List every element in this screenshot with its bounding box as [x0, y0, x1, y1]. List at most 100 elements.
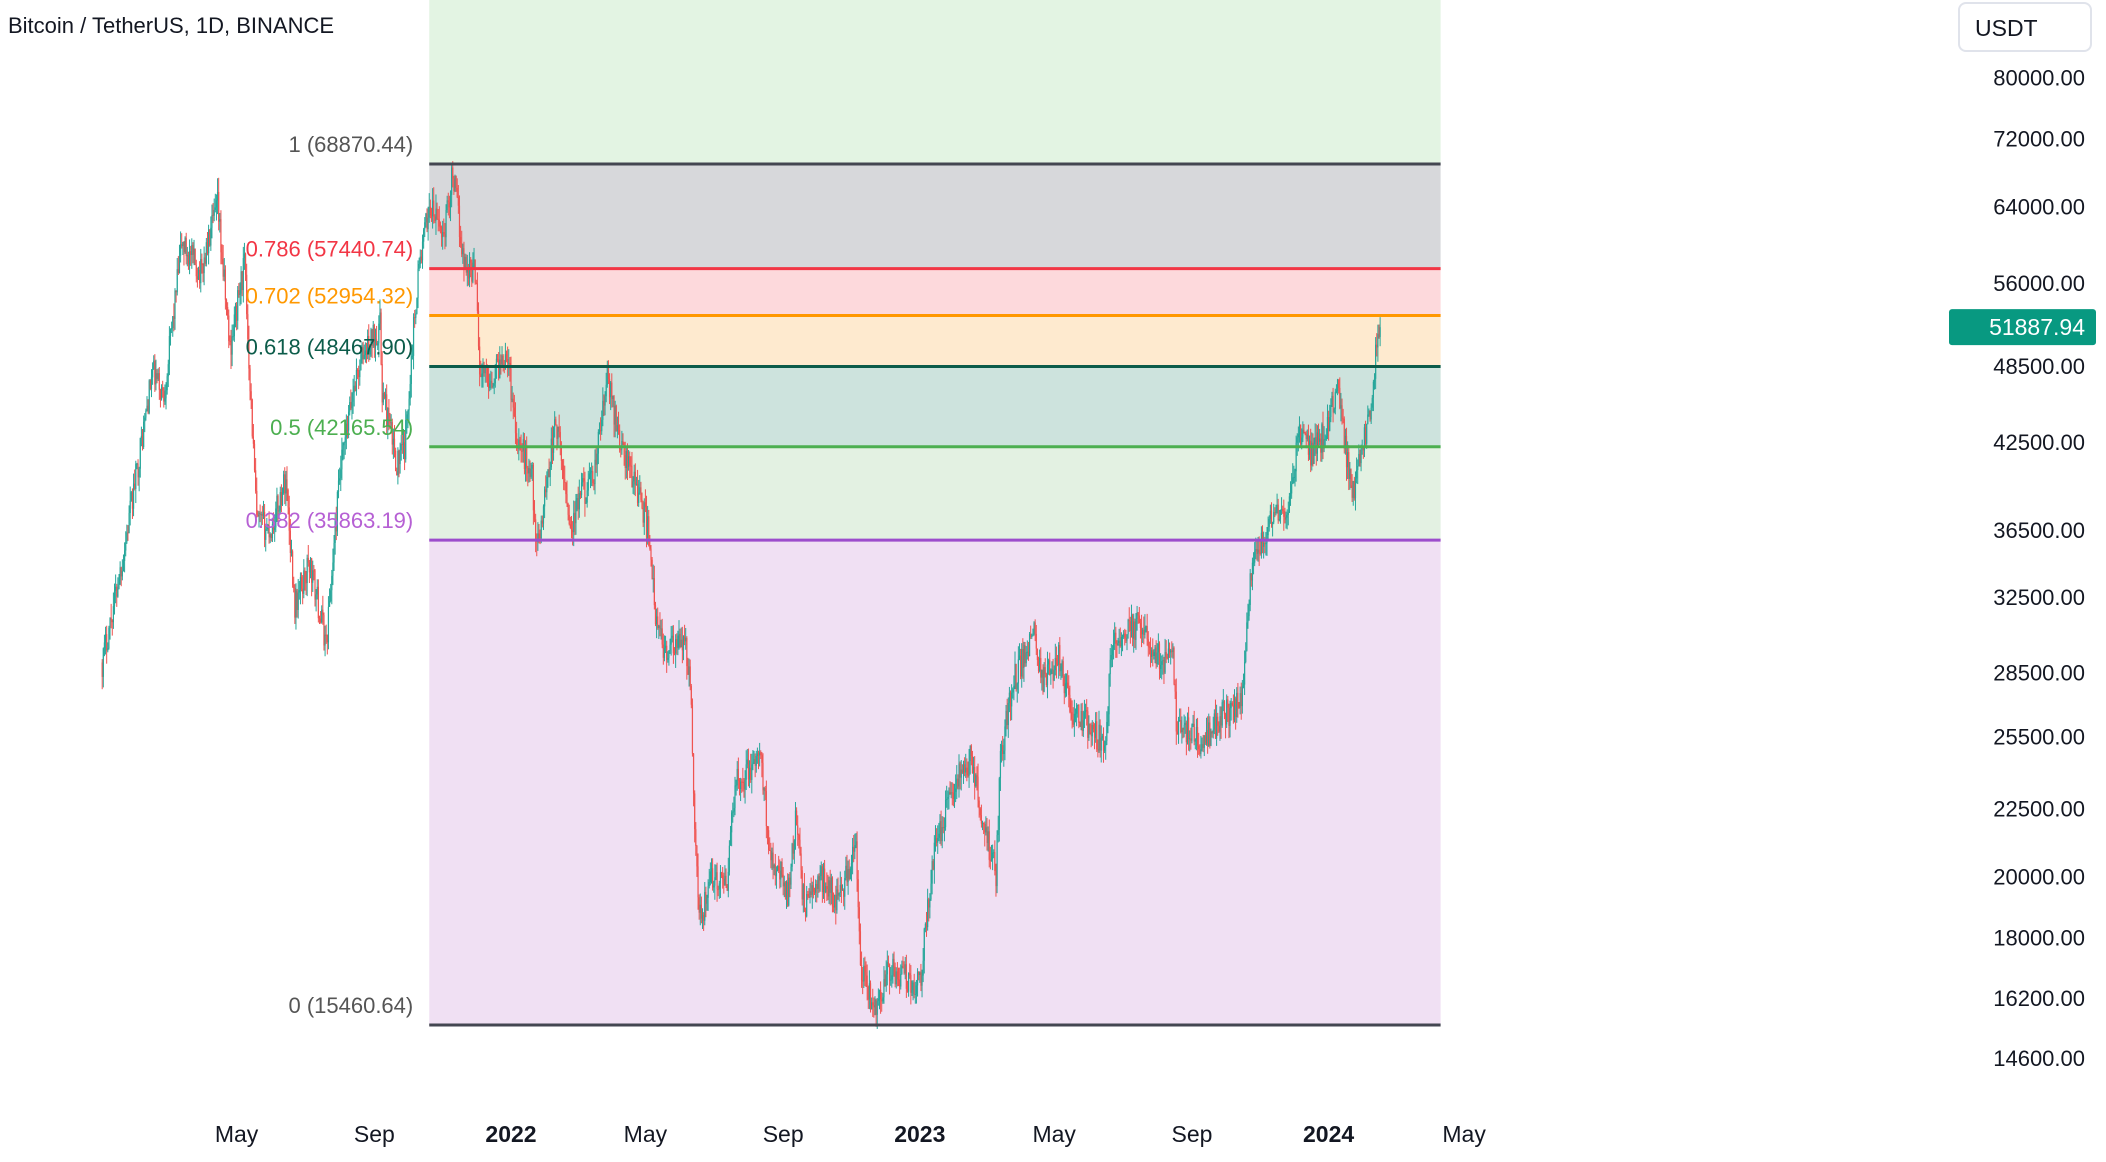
candle-body [1011, 692, 1013, 707]
candle-body [1344, 435, 1346, 449]
candle-body [215, 200, 218, 208]
candle-body [297, 592, 299, 610]
candle-body [997, 829, 999, 835]
candle-body [584, 481, 586, 504]
candle-body [194, 248, 196, 265]
candle-body [1218, 725, 1220, 732]
candle-body [134, 483, 136, 489]
price-tick-label: 18000.00 [1993, 925, 2085, 950]
time-axis[interactable]: May Sep 2022 May Sep 2023 May Sep 2024 May [215, 1121, 1486, 1147]
candle-body [607, 366, 610, 379]
candle-body [1352, 481, 1354, 498]
candle-body [719, 872, 722, 884]
candle-body [275, 508, 277, 528]
candle-body [731, 812, 733, 833]
candle-body [1078, 704, 1080, 723]
candle-body [1183, 725, 1185, 730]
candle-body [577, 497, 579, 510]
candle-body [840, 884, 842, 890]
candle-body [764, 787, 766, 792]
candle-body [271, 524, 274, 539]
candle-body [421, 241, 424, 261]
candle-body [502, 355, 504, 366]
candle-body [578, 493, 580, 510]
candle-body [1035, 633, 1037, 649]
candle-body [552, 426, 555, 453]
candle-body [1005, 710, 1007, 727]
candle-body [822, 868, 825, 893]
candle-body [996, 834, 998, 887]
currency-button[interactable]: USDT [1958, 2, 2092, 52]
candle-body [757, 753, 760, 756]
candle-body [1195, 727, 1198, 740]
candle-body [1185, 722, 1187, 743]
candle-body [1336, 379, 1339, 391]
candle-body [501, 355, 503, 365]
candle-body [285, 479, 287, 494]
candle-body [1340, 405, 1342, 409]
candle-body [1244, 661, 1246, 685]
currency-button-label[interactable]: USDT [1975, 15, 2038, 41]
candle-body [905, 964, 907, 989]
candle-body [993, 852, 995, 854]
candle-body [1305, 433, 1307, 439]
candle-body [396, 471, 398, 476]
candle-body [195, 264, 197, 277]
candle-body [274, 527, 276, 531]
candle-body [281, 493, 284, 505]
candle-body [147, 405, 149, 414]
fib-zone-0.702 [429, 268, 1441, 316]
candle-body [220, 219, 222, 253]
candle-body [1013, 685, 1015, 690]
candle-body [615, 405, 617, 432]
candle-body [981, 823, 984, 825]
candle-body [1039, 657, 1041, 671]
candle-body [1313, 443, 1315, 464]
candle-body [1145, 626, 1147, 628]
candle-body [1083, 712, 1086, 721]
price-axis[interactable]: 80000.00 72000.00 64000.00 56000.00 48500.00… [1993, 66, 2085, 1071]
fib-lines [429, 162, 1441, 1027]
candle-body [1025, 652, 1027, 664]
candle-body [871, 1002, 873, 1010]
candle-body [828, 880, 830, 897]
candle-body [384, 394, 387, 399]
candle-body [153, 360, 155, 370]
candle-body [1329, 416, 1331, 431]
candle-body [636, 484, 639, 503]
candle-body [1092, 724, 1094, 730]
candle-body [685, 637, 687, 642]
candle-body [761, 755, 763, 763]
candle-body [753, 759, 755, 763]
candle-body [985, 827, 987, 833]
candle-body [838, 893, 840, 896]
candle-body [1053, 670, 1055, 681]
candle-body [1076, 705, 1078, 714]
candle-body [1273, 512, 1275, 523]
candle-body [587, 479, 589, 491]
candle-body [1326, 417, 1329, 436]
price-tick-label: 80000.00 [1993, 66, 2085, 91]
fib-label-0.618: 0.618 (48467.90) [246, 334, 414, 359]
candle-body [353, 385, 355, 393]
candle-body [703, 915, 705, 921]
candle-body [1226, 699, 1228, 725]
candle-body [891, 975, 893, 980]
candle-body [436, 208, 438, 219]
candle-body [929, 899, 931, 908]
candle-body [429, 206, 431, 216]
candle-body [433, 200, 435, 217]
candle-body [994, 852, 996, 872]
currency-button-frame[interactable] [1958, 2, 2092, 52]
candle-body [794, 810, 797, 841]
candle-body [885, 974, 887, 987]
candle-body [556, 424, 558, 439]
candle-body [718, 883, 720, 890]
candle-body [890, 979, 892, 981]
candle-body [856, 841, 858, 880]
candle-body [390, 422, 392, 424]
candle-body [434, 216, 436, 221]
candle-body [112, 606, 114, 623]
